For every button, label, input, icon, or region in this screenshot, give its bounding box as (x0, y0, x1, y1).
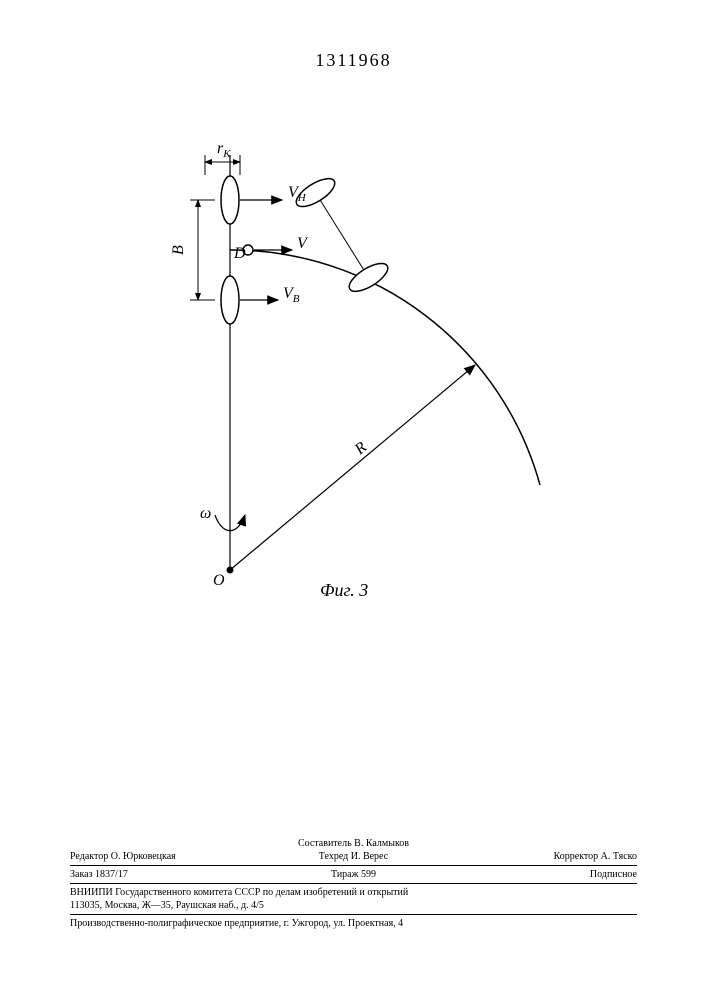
imprint-order: Заказ 1837/17 (70, 868, 259, 881)
turning-arc (230, 250, 540, 485)
imprint-subscription: Подписное (448, 868, 637, 881)
imprint-address: 113035, Москва, Ж—35, Раушская наб., д. … (70, 899, 637, 912)
patent-number: 1311968 (315, 50, 391, 71)
label-V: V (297, 235, 309, 252)
imprint-composer: Составитель В. Калмыков (259, 837, 448, 850)
figure-caption: Фиг. 3 (320, 580, 368, 601)
label-O: O (213, 572, 225, 589)
rear-wheel-outer (221, 176, 239, 224)
imprint-techred: Техред И. Верес (259, 850, 448, 863)
imprint-printer: Производственно-полиграфическое предприя… (70, 917, 637, 930)
imprint-editor: Редактор О. Юрковецкая (70, 850, 259, 863)
label-rk: rК (217, 140, 231, 160)
label-D: D (233, 245, 246, 262)
label-B: B (170, 245, 187, 255)
imprint-org: ВНИИПИ Государственного комитета СССР по… (70, 886, 637, 899)
label-omega: ω (200, 505, 211, 522)
label-VH: VН (288, 184, 307, 204)
imprint-row1-right (448, 837, 637, 850)
rear-wheel-inner (221, 276, 239, 324)
imprint-row1-left (70, 837, 259, 850)
label-VB: VВ (283, 285, 300, 305)
imprint-tirage: Тираж 599 (259, 868, 448, 881)
imprint-block: Составитель В. Калмыков Редактор О. Юрко… (70, 837, 637, 930)
radius-line (230, 365, 475, 570)
imprint-corrector: Корректор А. Тяско (448, 850, 637, 863)
turning-diagram: rК B D VН V VВ R ω O (0, 120, 707, 620)
front-axle (292, 173, 392, 296)
